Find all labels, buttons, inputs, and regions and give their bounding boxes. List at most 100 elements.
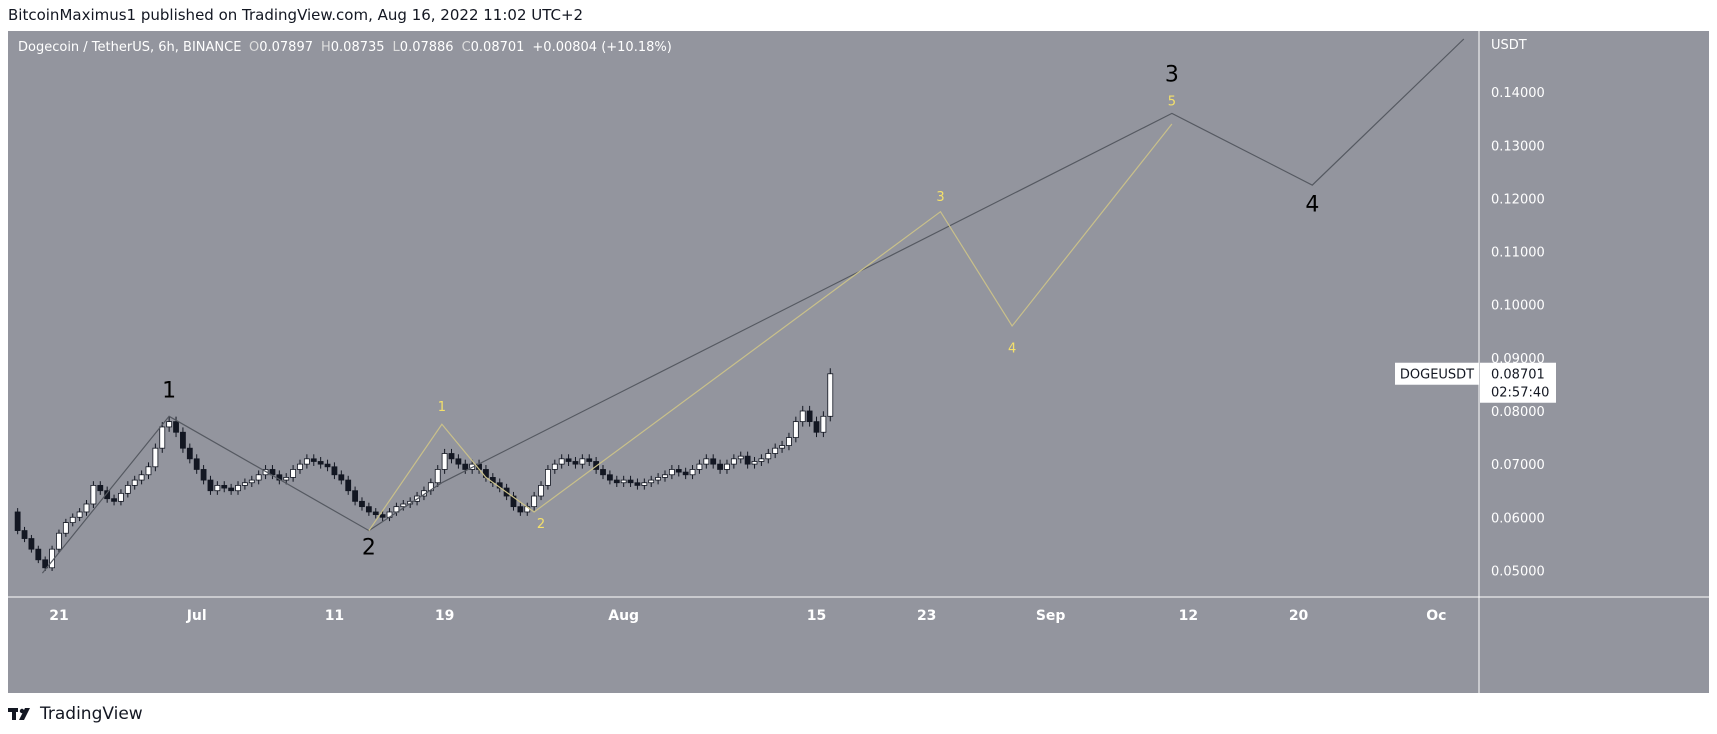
candle-body-down <box>517 506 524 513</box>
symbol-tag-text: DOGEUSDT <box>1400 368 1474 383</box>
candle <box>668 465 675 480</box>
candle-body-up <box>703 458 710 465</box>
candle-body-down <box>606 474 613 481</box>
candle <box>145 462 152 480</box>
candle-body-down <box>352 490 358 502</box>
candle <box>324 459 331 472</box>
price-tag-countdown: 02:57:40 <box>1491 386 1549 401</box>
candle <box>648 475 655 487</box>
y-tick-label: 0.06000 <box>1491 511 1545 526</box>
x-tick-label: 20 <box>1289 608 1309 624</box>
candle-body-down <box>345 479 352 492</box>
candle <box>221 481 228 493</box>
candle-body-up <box>772 447 779 454</box>
candle-body-up <box>248 479 255 484</box>
candle-body-up <box>792 421 799 438</box>
candle <box>111 494 117 506</box>
close-label: C <box>462 40 471 55</box>
low-value: 0.07886 <box>400 40 454 55</box>
wave-label: 5 <box>1168 94 1176 109</box>
candle <box>730 454 737 469</box>
candle-body-up <box>297 463 303 470</box>
candle <box>751 456 758 469</box>
candle <box>558 454 565 469</box>
secondary-wave-count-line[interactable] <box>368 123 1173 531</box>
candle-body-down <box>717 463 723 470</box>
candle-body-up <box>166 421 173 428</box>
candle <box>317 456 324 469</box>
candle-body-up <box>124 484 131 494</box>
current-price-marker[interactable]: DOGEUSDT 0.08701 02:57:40 <box>1395 362 1556 403</box>
candle-body-down <box>180 431 186 449</box>
y-tick-label: 0.12000 <box>1491 192 1545 207</box>
candle <box>792 416 799 443</box>
candle-body-down <box>813 421 820 433</box>
candle <box>138 470 145 485</box>
candle <box>744 451 751 469</box>
candle <box>717 459 723 474</box>
candle-body-down <box>744 455 751 465</box>
primary-wave-count-line[interactable] <box>41 38 1465 574</box>
candle-body-up <box>434 469 441 484</box>
candle <box>455 454 462 469</box>
candle <box>297 459 303 474</box>
candle-body-down <box>682 471 689 476</box>
candle <box>379 510 386 522</box>
candle-body-down <box>186 447 193 460</box>
high-label: H <box>321 40 331 55</box>
candle-body-up <box>662 474 668 478</box>
candle <box>806 405 813 427</box>
candle-body-down <box>193 458 200 470</box>
candle-body-down <box>21 530 28 539</box>
candle-body-down <box>228 487 235 492</box>
candle <box>696 459 703 474</box>
candle-body-up <box>441 453 448 470</box>
candle <box>97 481 104 495</box>
candle <box>675 465 682 477</box>
candle-body-up <box>427 482 434 492</box>
candle-body-up <box>56 532 62 550</box>
candle-body-down <box>675 469 682 473</box>
candle <box>90 481 97 508</box>
candle <box>703 454 710 469</box>
candle <box>813 416 820 438</box>
publisher-header: BitcoinMaximus1 published on TradingView… <box>8 6 584 24</box>
y-tick-label: 0.13000 <box>1491 139 1545 154</box>
candle-body-down <box>365 506 372 513</box>
candle-body-down <box>565 458 572 462</box>
x-tick-label: 19 <box>435 608 454 624</box>
candle-body-up <box>558 458 565 465</box>
candle <box>28 534 35 553</box>
footer-brand[interactable]: TradingView <box>8 704 143 724</box>
candle <box>214 481 221 495</box>
candle-body-up <box>290 469 297 478</box>
candle <box>372 508 379 519</box>
candle-body-up <box>83 503 90 513</box>
candle-body-down <box>510 495 517 508</box>
candle-body-down <box>710 458 717 465</box>
candle <box>441 448 448 474</box>
candle <box>827 368 834 422</box>
candle <box>118 489 124 506</box>
candle-body-down <box>97 484 104 492</box>
candle-body-up <box>62 522 69 534</box>
candle <box>303 454 310 469</box>
candle-body-up <box>242 482 248 486</box>
candle-body-up <box>255 474 262 481</box>
candle <box>283 473 290 485</box>
candle-body-up <box>641 482 648 486</box>
candle-body-up <box>90 484 97 505</box>
candle <box>338 470 345 485</box>
candle <box>76 508 83 522</box>
candle-body-up <box>668 469 675 476</box>
candle <box>352 486 358 506</box>
candle <box>228 483 235 495</box>
candle-body-up <box>283 477 290 481</box>
candle <box>365 502 372 516</box>
candle <box>62 518 69 537</box>
candle-body-down <box>627 479 634 484</box>
chart-background <box>8 31 1709 693</box>
candle-body-up <box>758 458 765 462</box>
